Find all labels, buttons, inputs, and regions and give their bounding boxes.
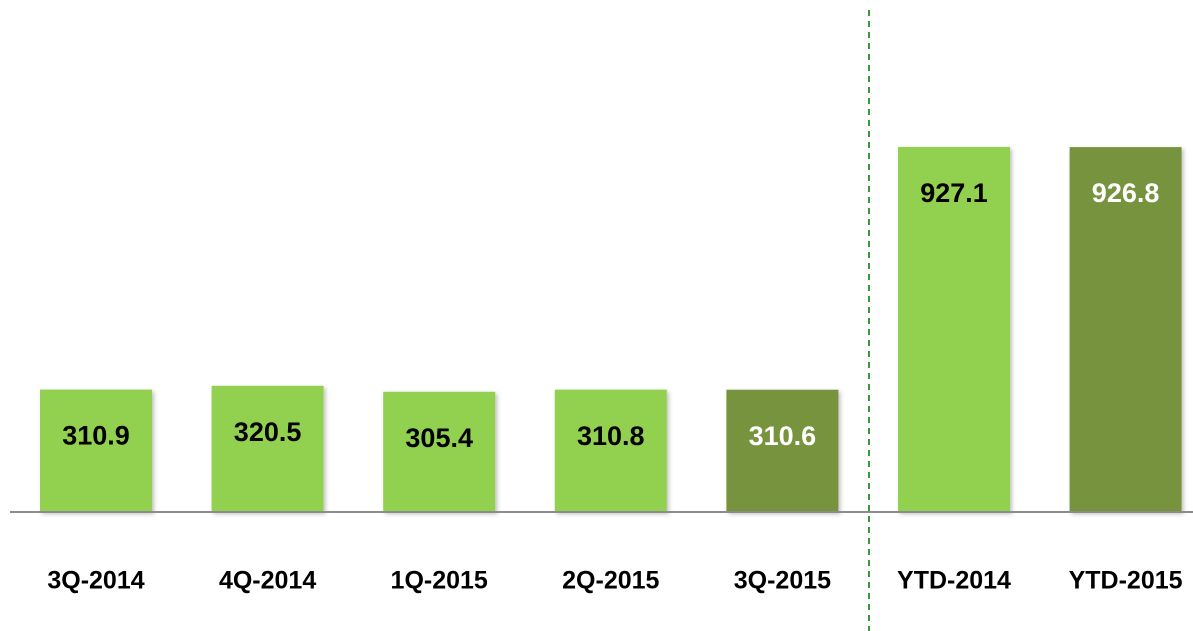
x-tick-label: YTD-2014: [897, 567, 1011, 595]
value-label: 926.8: [1092, 178, 1160, 208]
value-label: 310.8: [577, 421, 645, 451]
bar: [898, 147, 1010, 512]
x-tick-label: 2Q-2015: [562, 567, 659, 595]
x-tick-label: 4Q-2014: [219, 567, 316, 595]
bar: [40, 389, 152, 512]
value-label: 320.5: [234, 417, 302, 447]
value-label: 310.9: [62, 421, 130, 451]
x-tick-label: 3Q-2014: [47, 567, 144, 595]
value-label: 927.1: [920, 178, 988, 208]
x-tick-label: YTD-2015: [1069, 567, 1183, 595]
bar: [383, 391, 496, 512]
x-tick-label: 1Q-2015: [391, 567, 488, 595]
x-tick-label: 3Q-2015: [734, 567, 831, 595]
bar: [211, 385, 324, 512]
bar: [554, 389, 667, 512]
bar: [1069, 147, 1182, 512]
value-label: 310.6: [749, 421, 817, 451]
bar: [726, 389, 839, 512]
value-label: 305.4: [405, 423, 473, 453]
